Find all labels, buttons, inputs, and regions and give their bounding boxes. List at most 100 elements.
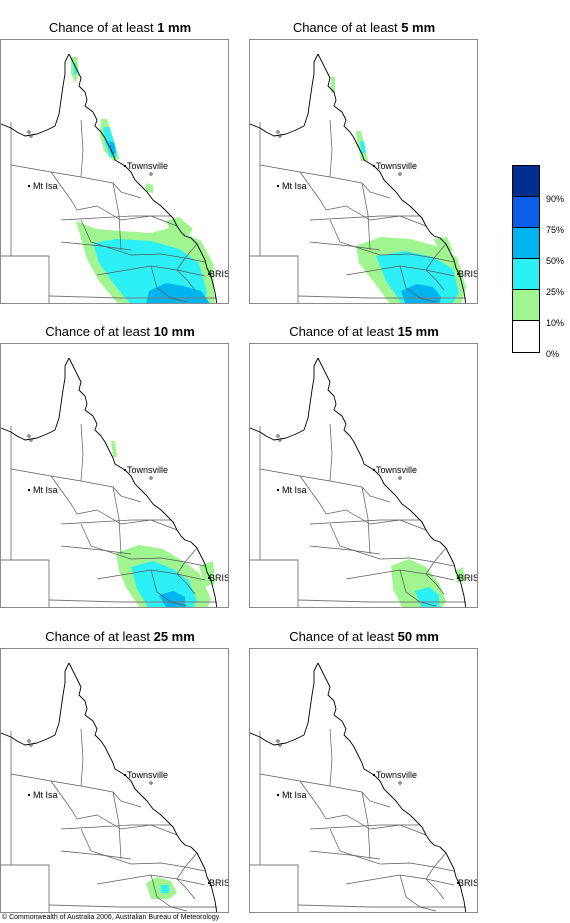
map-panel-5mm: Townsville Mt Isa BRIS bbox=[249, 39, 478, 304]
town-label-mt-isa: Mt Isa bbox=[33, 790, 58, 800]
district-boundary bbox=[112, 182, 142, 199]
town-label-mt-isa: Mt Isa bbox=[33, 485, 58, 495]
panel-title-15mm: Chance of at least 15 mm bbox=[289, 324, 439, 339]
map-panel-50mm: Townsville Mt Isa BRIS bbox=[249, 648, 478, 913]
district-boundary bbox=[80, 523, 206, 567]
district-boundary bbox=[399, 569, 437, 607]
district-boundary bbox=[309, 824, 420, 830]
district-boundary bbox=[361, 182, 371, 251]
legend-swatch-10 bbox=[513, 290, 539, 321]
town-marker bbox=[277, 185, 279, 187]
district-boundary bbox=[60, 241, 132, 251]
district-boundary bbox=[329, 423, 333, 482]
district-boundary bbox=[299, 171, 427, 227]
probability-legend bbox=[512, 165, 540, 353]
panel-title-5mm: Chance of at least 5 mm bbox=[292, 20, 436, 35]
district-boundary bbox=[112, 486, 122, 555]
island bbox=[278, 438, 282, 442]
district-boundary bbox=[329, 119, 333, 178]
town-marker bbox=[28, 794, 30, 796]
district-boundary bbox=[60, 850, 132, 860]
town-label-bris: BRIS bbox=[458, 269, 478, 279]
legend-swatch-75 bbox=[513, 197, 539, 228]
town-marker bbox=[124, 165, 126, 167]
map-svg: Townsville Mt Isa BRIS bbox=[250, 662, 478, 912]
state-border bbox=[297, 599, 466, 603]
legend-swatch-50 bbox=[513, 228, 539, 259]
town-marker bbox=[277, 489, 279, 491]
state-border bbox=[297, 295, 466, 299]
town-marker bbox=[124, 774, 126, 776]
island bbox=[149, 172, 153, 176]
coastline bbox=[68, 53, 218, 303]
state-border bbox=[250, 559, 299, 607]
coastline bbox=[1, 357, 70, 441]
district-boundary bbox=[309, 215, 420, 221]
island bbox=[29, 743, 33, 747]
island bbox=[149, 476, 153, 480]
town-marker bbox=[457, 273, 459, 275]
town-label-townsville: Townsville bbox=[376, 161, 417, 171]
town-label-townsville: Townsville bbox=[127, 465, 168, 475]
coastline bbox=[317, 357, 467, 607]
town-label-mt-isa: Mt Isa bbox=[282, 790, 307, 800]
district-boundary bbox=[50, 780, 178, 836]
district-boundary bbox=[60, 824, 171, 830]
district-boundary bbox=[259, 468, 363, 488]
legend-swatch-90 bbox=[513, 166, 539, 197]
legend-label-25: 25% bbox=[546, 287, 565, 297]
district-boundary bbox=[80, 119, 84, 178]
rain-probability-area bbox=[376, 251, 459, 303]
district-boundary bbox=[399, 874, 437, 912]
rain-probability-area bbox=[161, 885, 169, 893]
district-boundary bbox=[96, 874, 206, 886]
district-boundary bbox=[399, 265, 437, 303]
district-boundary bbox=[112, 486, 142, 503]
district-boundary bbox=[10, 773, 114, 793]
district-boundary bbox=[425, 269, 445, 291]
district-boundary bbox=[176, 243, 198, 271]
state-border bbox=[250, 864, 299, 912]
town-marker bbox=[28, 489, 30, 491]
district-boundary bbox=[10, 164, 114, 184]
district-boundary bbox=[309, 850, 381, 860]
town-label-townsville: Townsville bbox=[127, 161, 168, 171]
map-svg: Townsville Mt Isa BRIS bbox=[1, 357, 229, 607]
town-marker bbox=[208, 577, 210, 579]
island bbox=[29, 438, 33, 442]
district-boundary bbox=[60, 545, 132, 555]
panel-title-50mm: Chance of at least 50 mm bbox=[289, 629, 439, 644]
town-label-bris: BRIS bbox=[209, 573, 229, 583]
district-boundary bbox=[96, 265, 206, 277]
state-border bbox=[48, 599, 217, 603]
town-label-mt-isa: Mt Isa bbox=[282, 485, 307, 495]
town-label-bris: BRIS bbox=[458, 878, 478, 888]
state-border bbox=[1, 559, 50, 607]
state-border bbox=[250, 255, 299, 303]
district-boundary bbox=[299, 475, 427, 531]
legend-label-0: 0% bbox=[546, 349, 560, 359]
panel-title-1mm: Chance of at least 1 mm bbox=[48, 20, 192, 35]
district-boundary bbox=[345, 874, 455, 886]
town-label-townsville: Townsville bbox=[127, 770, 168, 780]
panel-amount-25mm: 25 mm bbox=[153, 629, 195, 644]
rain-probability-area bbox=[73, 63, 77, 75]
district-boundary bbox=[361, 182, 391, 199]
panel-amount-15mm: 15 mm bbox=[397, 324, 439, 339]
district-boundary bbox=[345, 569, 455, 581]
rain-probability-area bbox=[146, 183, 153, 193]
map-svg: Townsville Mt Isa BRIS bbox=[1, 53, 228, 303]
island bbox=[29, 134, 33, 138]
district-boundary bbox=[80, 828, 206, 872]
rain-probability-area bbox=[360, 141, 366, 153]
district-boundary bbox=[329, 219, 455, 263]
district-boundary bbox=[150, 874, 188, 912]
coastline bbox=[68, 357, 218, 607]
district-boundary bbox=[425, 852, 447, 880]
map-svg: Townsville Mt Isa BRIS bbox=[1, 662, 228, 912]
district-boundary bbox=[299, 780, 427, 836]
map-panel-1mm: Townsville Mt Isa BRIS bbox=[0, 39, 229, 304]
state-border bbox=[48, 295, 217, 299]
island bbox=[278, 134, 282, 138]
district-boundary bbox=[361, 486, 371, 555]
